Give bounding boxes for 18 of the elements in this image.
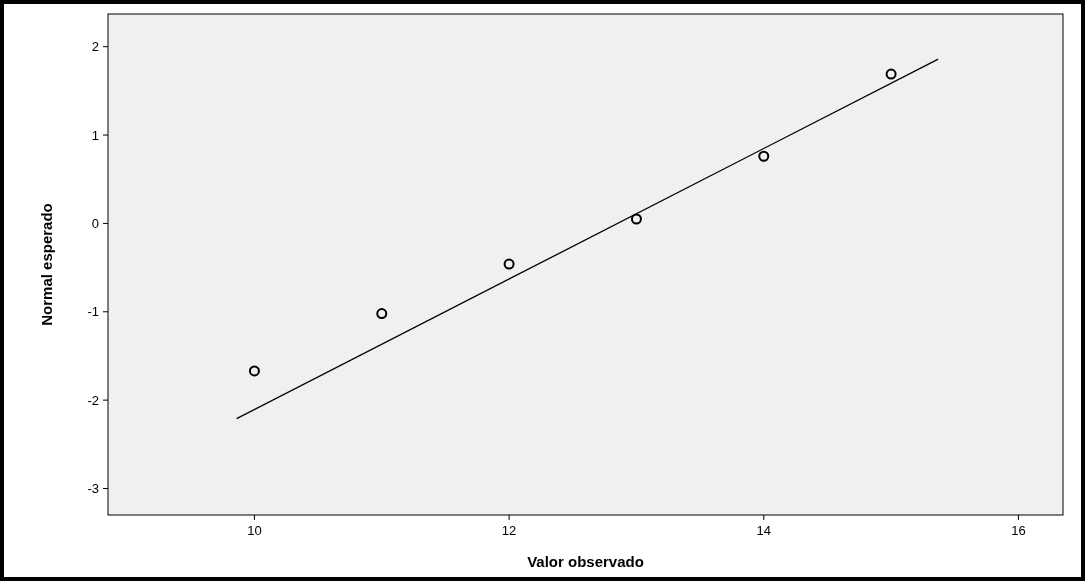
y-axis-title: Normal esperado: [38, 203, 55, 326]
point: [248, 365, 260, 377]
y-tick-label: -1: [87, 304, 99, 320]
x-axis-title: Valor observado: [527, 553, 644, 570]
y-tick-label: 2: [91, 39, 99, 55]
point: [630, 213, 642, 225]
y-tick-label: 0: [91, 215, 99, 231]
point: [758, 150, 770, 162]
point: [885, 68, 897, 80]
y-tick-label: -3: [87, 480, 99, 496]
x-tick-label: 12: [501, 523, 517, 538]
point: [503, 258, 515, 270]
x-tick-label: 10: [247, 523, 262, 538]
x-tick-label: 16: [1011, 523, 1026, 538]
y-tick-label: -2: [87, 392, 99, 408]
x-tick-label: 14: [756, 523, 771, 538]
y-tick-label: 1: [91, 127, 99, 143]
point: [376, 308, 388, 320]
